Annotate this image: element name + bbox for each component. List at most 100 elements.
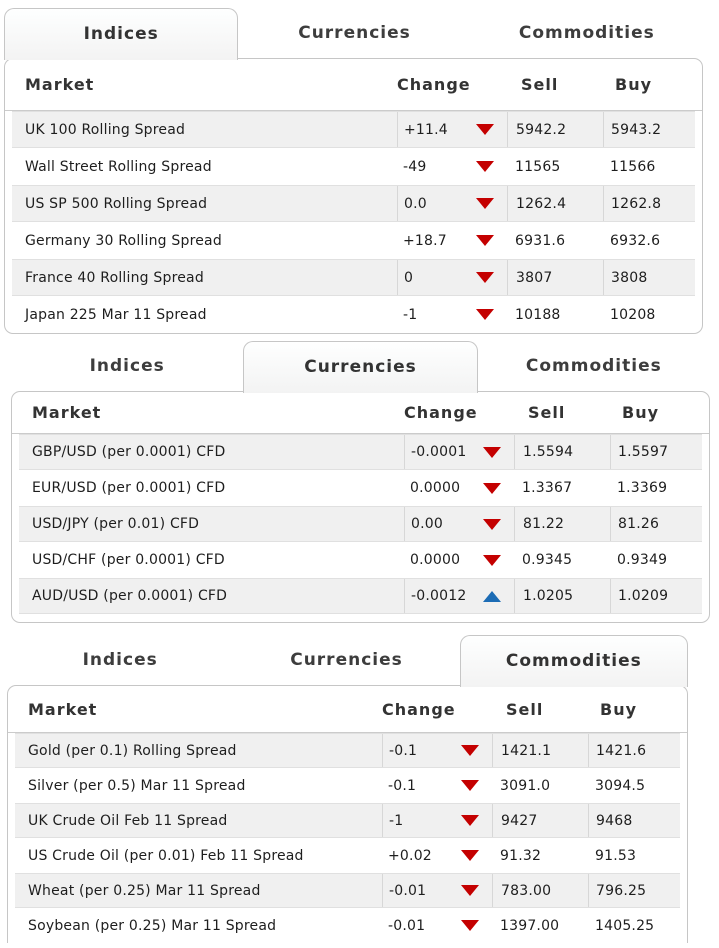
change-value: -0.01: [389, 882, 427, 899]
column-header-market: Market: [25, 75, 95, 94]
change-cell: 0: [397, 260, 507, 295]
change-cell: -1: [397, 296, 507, 333]
column-header-sell: Sell: [521, 75, 559, 94]
buy-cell[interactable]: 1.5597: [610, 435, 702, 469]
buy-cell[interactable]: 1.0209: [610, 579, 702, 613]
change-value: -0.0001: [411, 444, 467, 460]
down-triangle-icon: [461, 885, 479, 896]
sell-cell[interactable]: 0.9345: [522, 552, 573, 568]
table-row: Gold (per 0.1) Rolling Spread -0.1 1421.1 1…: [15, 733, 680, 768]
table-row: US SP 500 Rolling Spread 0.0 1262.4 1262.8: [12, 185, 695, 222]
change-cell: 0.0000: [404, 542, 514, 578]
currencies-panel: Indices Currencies Commodities Market Change…: [11, 341, 710, 623]
table-row: Soybean (per 0.25) Mar 11 Spread -0.01 139…: [15, 908, 680, 943]
change-cell: -49: [397, 148, 507, 185]
change-value: 0: [404, 269, 414, 286]
tab-commodities[interactable]: Commodities: [518, 23, 655, 43]
sell-cell[interactable]: 9427: [492, 804, 588, 837]
market-table: Market Change Sell Buy Gold (per 0.1) Rollin…: [7, 685, 688, 943]
market-cell: USD/CHF (per 0.0001) CFD: [32, 552, 225, 568]
sell-cell[interactable]: 3807: [507, 260, 603, 295]
buy-cell[interactable]: 9468: [588, 804, 680, 837]
market-cell: France 40 Rolling Spread: [25, 269, 204, 286]
change-value: 0.0000: [410, 552, 461, 568]
change-value: +18.7: [403, 232, 447, 249]
buy-cell[interactable]: 0.9349: [617, 552, 668, 568]
change-cell: 0.0000: [404, 470, 514, 506]
table-row: USD/JPY (per 0.01) CFD 0.00 81.22 81.26: [19, 506, 702, 542]
sell-cell[interactable]: 91.32: [500, 847, 542, 864]
table-row: AUD/USD (per 0.0001) CFD -0.0012 1.0205 1.0…: [19, 578, 702, 614]
sell-cell[interactable]: 783.00: [492, 874, 588, 907]
sell-cell[interactable]: 1.3367: [522, 480, 573, 496]
table-row: Wall Street Rolling Spread -49 11565 11566: [12, 148, 695, 185]
sell-cell[interactable]: 81.22: [514, 507, 610, 541]
sell-cell[interactable]: 5942.2: [507, 112, 603, 147]
column-header-buy: Buy: [600, 699, 638, 719]
down-triangle-icon: [461, 815, 479, 826]
change-value: -0.1: [388, 777, 417, 794]
down-triangle-icon: [476, 124, 494, 135]
buy-cell[interactable]: 81.26: [610, 507, 702, 541]
market-cell: AUD/USD (per 0.0001) CFD: [32, 588, 228, 604]
change-value: 0.0: [404, 195, 427, 212]
tab-currencies[interactable]: Currencies: [243, 341, 478, 393]
buy-cell[interactable]: 3808: [603, 260, 695, 295]
sell-cell[interactable]: 3091.0: [500, 777, 551, 794]
table-row: Japan 225 Mar 11 Spread -1 10188 10208: [12, 296, 695, 333]
column-header-market: Market: [28, 699, 98, 719]
tab-indices[interactable]: Indices: [4, 8, 239, 60]
down-triangle-icon: [461, 850, 479, 861]
sell-cell[interactable]: 1421.1: [492, 734, 588, 767]
sell-cell[interactable]: 1.0205: [514, 579, 610, 613]
sell-cell[interactable]: 1.5594: [514, 435, 610, 469]
sell-cell[interactable]: 10188: [515, 306, 561, 323]
change-cell: -0.1: [382, 734, 492, 767]
change-value: +11.4: [404, 121, 448, 138]
change-cell: -0.1: [382, 768, 492, 803]
column-header-change: Change: [382, 699, 456, 719]
commodities-panel: Indices Currencies Commodities Market Change…: [7, 635, 688, 943]
table-header-row: Market Change Sell Buy: [12, 392, 709, 434]
tab-commodities[interactable]: Commodities: [459, 635, 688, 687]
sell-cell[interactable]: 6931.6: [515, 232, 566, 249]
buy-cell[interactable]: 1262.8: [603, 186, 695, 221]
change-cell: -1: [382, 804, 492, 837]
sell-cell[interactable]: 11565: [515, 158, 561, 175]
tab-commodities[interactable]: Commodities: [525, 356, 662, 376]
buy-cell[interactable]: 1.3369: [617, 480, 668, 496]
change-value: -1: [403, 306, 418, 323]
down-triangle-icon: [476, 198, 494, 209]
table-row: France 40 Rolling Spread 0 3807 3808: [12, 259, 695, 296]
change-cell: -0.01: [382, 874, 492, 907]
market-cell: Wall Street Rolling Spread: [25, 158, 212, 175]
change-cell: +0.02: [382, 838, 492, 873]
buy-cell[interactable]: 3094.5: [595, 777, 646, 794]
tab-currencies[interactable]: Currencies: [298, 23, 411, 43]
down-triangle-icon: [483, 554, 501, 566]
sell-cell[interactable]: 1262.4: [507, 186, 603, 221]
down-triangle-icon: [476, 309, 494, 320]
tab-indices[interactable]: Indices: [82, 650, 158, 670]
tab-currencies[interactable]: Currencies: [290, 650, 403, 670]
change-cell: 0.00: [404, 507, 514, 541]
buy-cell[interactable]: 796.25: [588, 874, 680, 907]
table-row: EUR/USD (per 0.0001) CFD 0.0000 1.3367 1.33…: [19, 470, 702, 506]
market-cell: USD/JPY (per 0.01) CFD: [32, 516, 200, 532]
market-cell: US Crude Oil (per 0.01) Feb 11 Spread: [28, 847, 304, 864]
buy-cell[interactable]: 5943.2: [603, 112, 695, 147]
tab-indices[interactable]: Indices: [89, 356, 165, 376]
sell-cell[interactable]: 1397.00: [500, 917, 560, 934]
column-header-change: Change: [397, 75, 471, 94]
up-triangle-icon: [483, 590, 501, 602]
down-triangle-icon: [461, 920, 479, 931]
buy-cell[interactable]: 1405.25: [595, 917, 655, 934]
market-table: Market Change Sell Buy UK 100 Rolling Spread…: [4, 58, 703, 334]
buy-cell[interactable]: 11566: [610, 158, 656, 175]
buy-cell[interactable]: 91.53: [595, 847, 637, 864]
market-cell: EUR/USD (per 0.0001) CFD: [32, 480, 226, 496]
buy-cell[interactable]: 1421.6: [588, 734, 680, 767]
buy-cell[interactable]: 6932.6: [610, 232, 661, 249]
buy-cell[interactable]: 10208: [610, 306, 656, 323]
change-value: 0.0000: [410, 480, 461, 496]
